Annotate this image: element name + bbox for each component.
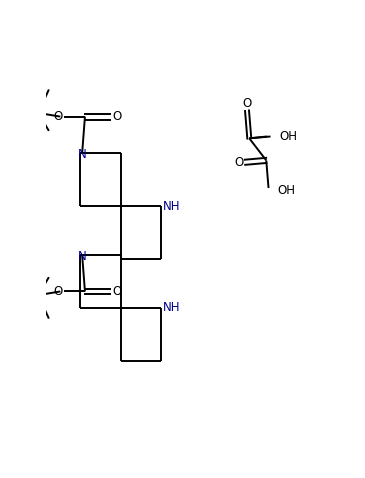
Text: OH: OH — [279, 130, 297, 143]
Text: N: N — [78, 250, 87, 262]
Text: NH: NH — [163, 200, 181, 213]
Text: O: O — [112, 110, 121, 123]
Text: O: O — [242, 97, 251, 110]
Text: O: O — [234, 156, 243, 169]
Text: O: O — [112, 285, 121, 298]
Text: NH: NH — [163, 301, 181, 314]
Text: O: O — [53, 110, 62, 123]
Text: N: N — [78, 148, 87, 162]
Text: OH: OH — [277, 185, 295, 197]
Text: O: O — [53, 285, 62, 298]
